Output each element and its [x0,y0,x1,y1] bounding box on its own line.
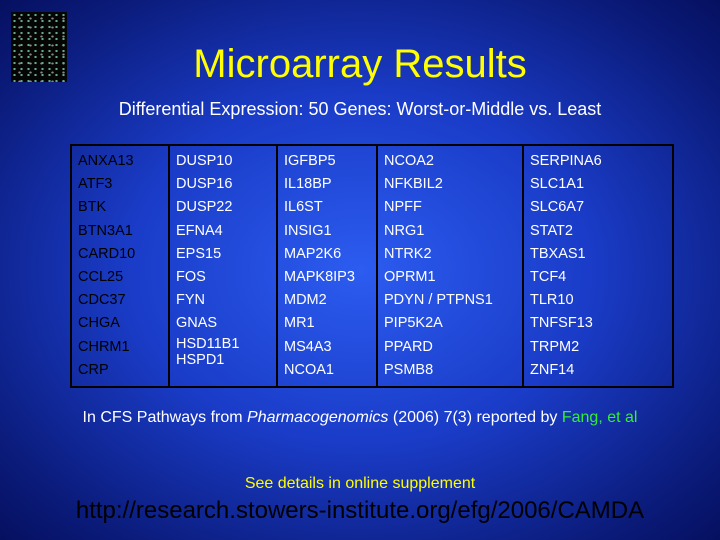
gene: CRP [78,361,109,378]
gene: FYN [176,292,205,309]
citation: In CFS Pathways from Pharmacogenomics (2… [0,409,720,427]
gene: SLC1A1 [530,176,585,193]
gene: BTK [78,199,107,216]
gene: MDM2 [284,292,327,309]
gene: CHRM1 [78,338,130,355]
gene: FOS [176,269,206,286]
gene: MR1 [284,315,315,332]
gene: PDYN / PTPNS1 [384,292,493,309]
title: Microarray Results [193,42,527,86]
gene: TNFSF13 [530,315,593,332]
table-column: DUSP10 DUSP16 DUSP22 EFNA4 EPS15 FOS FYN GNAS HS… [168,146,276,386]
gene: MS4A3 [284,338,332,355]
gene: EPS15 [176,245,222,262]
gene: NTRK2 [384,245,432,262]
gene: CHGA [78,315,120,332]
subtitle: Differential Expression: 50 Genes: Worst… [118,99,602,119]
gene: STAT2 [530,222,573,239]
gene: NCOA2 [384,153,434,169]
gene: IL18BP [284,176,332,193]
gene: GNAS [176,315,218,332]
gene: ATF3 [78,176,113,193]
gene: PPARD [384,338,433,355]
microarray-image [11,12,67,82]
table-column: SERPINA6 SLC1A1 SLC6A7 STAT2 TBXAS1 TCF4 TLR10… [522,146,672,386]
gene: CARD10 [78,245,136,262]
gene: CCL25 [78,269,124,286]
gene: TLR10 [530,292,574,309]
gene: NCOA1 [284,361,334,378]
gene: TRPM2 [530,338,580,355]
journal: Pharmacogenomics [247,409,389,426]
gene: INSIG1 [284,222,332,239]
gene: DUSP10 [176,153,233,169]
gene: EFNA4 [176,222,223,239]
table-column: NCOA2 NFKBIL2 NPFF NRG1 NTRK2 OPRM1 PDYN / PTP… [376,146,522,386]
note: See details in online supplement [244,475,476,492]
gene: NRG1 [384,222,425,239]
gene: MAP2K6 [284,245,342,262]
gene: PIP5K2A [384,315,443,332]
gene: DUSP16 [176,176,233,193]
gene: IL6ST [284,199,323,216]
url: http://research.stowers-institute.org/ef… [75,497,645,524]
gene: ANXA13 [78,153,134,169]
gene: DUSP22 [176,199,233,216]
gene: PSMB8 [384,361,434,378]
table-column: IGFBP5 IL18BP IL6ST INSIG1 MAP2K6 MAPK8IP3 MDM… [276,146,376,386]
gene: HSPD1 [176,351,225,368]
table-column: ANXA13 ATF3 BTK BTN3A1 CARD10 CCL25 CDC37 CHGA C… [72,146,168,386]
gene: NPFF [384,199,422,216]
gene: TBXAS1 [530,245,586,262]
gene: IGFBP5 [284,153,336,169]
gene: SLC6A7 [530,199,585,216]
authors: Fang, et al [561,409,638,426]
gene: NFKBIL2 [384,176,443,193]
gene: MAPK8IP3 [284,269,355,286]
gene: HSD11B1 [176,335,240,352]
gene: CDC37 [78,292,126,309]
citation-text: In CFS Pathways from [82,409,248,426]
gene: BTN3A1 [78,222,133,239]
gene: SERPINA6 [530,153,602,169]
gene: OPRM1 [384,269,436,286]
citation-text: (2006) 7(3) reported by [388,409,562,426]
gene: ZNF14 [530,361,575,378]
gene-table: ANXA13 ATF3 BTK BTN3A1 CARD10 CCL25 CDC37 CHGA C… [70,144,674,388]
gene: TCF4 [530,269,567,286]
